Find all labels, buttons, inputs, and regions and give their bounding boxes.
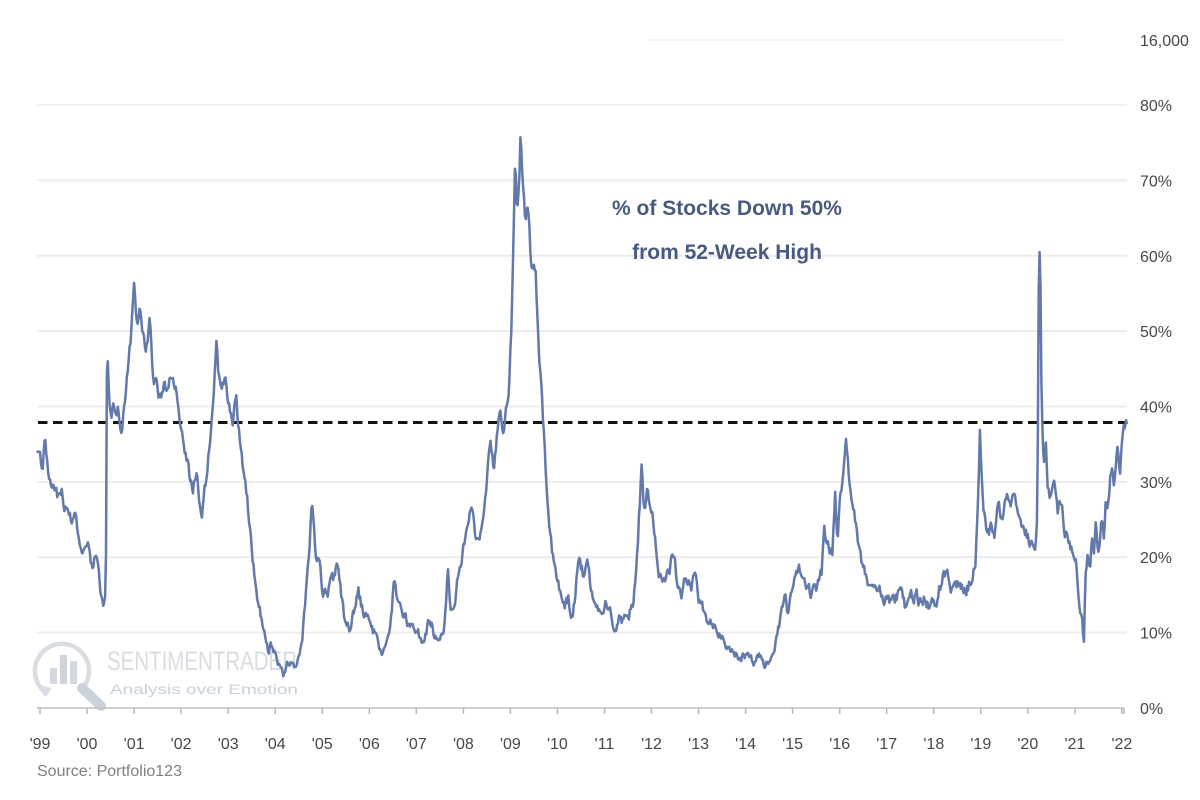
svg-text:'07: '07 [406,736,427,753]
svg-text:'19: '19 [970,736,991,753]
svg-text:'05: '05 [312,736,333,753]
svg-text:'03: '03 [218,736,239,753]
svg-text:'21: '21 [1064,736,1085,753]
svg-text:'13: '13 [688,736,709,753]
svg-text:'22: '22 [1111,736,1132,753]
svg-text:20%: 20% [1140,550,1172,567]
svg-text:'14: '14 [735,736,756,753]
svg-text:'02: '02 [171,736,192,753]
svg-text:Analysis over Emotion: Analysis over Emotion [110,682,298,697]
svg-text:50%: 50% [1140,324,1172,341]
svg-text:SENTIMENTRADER: SENTIMENTRADER [107,646,297,676]
svg-text:80%: 80% [1140,98,1172,115]
svg-text:Source: Portfolio123: Source: Portfolio123 [37,763,182,780]
svg-text:'99: '99 [30,736,51,753]
svg-text:16,000: 16,000 [1140,33,1189,50]
svg-text:'12: '12 [641,736,662,753]
svg-text:'08: '08 [453,736,474,753]
svg-text:'17: '17 [876,736,897,753]
svg-text:'18: '18 [923,736,944,753]
svg-text:'01: '01 [124,736,145,753]
svg-text:'10: '10 [547,736,568,753]
svg-text:'20: '20 [1017,736,1038,753]
svg-text:30%: 30% [1140,475,1172,492]
svg-text:'15: '15 [782,736,803,753]
svg-text:'11: '11 [595,736,615,753]
svg-text:'06: '06 [359,736,380,753]
svg-text:'00: '00 [77,736,98,753]
svg-text:0%: 0% [1140,701,1163,718]
svg-text:40%: 40% [1140,400,1172,417]
svg-text:% of Stocks Down 50%: % of Stocks Down 50% [612,197,842,220]
svg-text:'04: '04 [265,736,286,753]
svg-text:70%: 70% [1140,173,1172,190]
svg-text:from 52-Week High: from 52-Week High [632,241,822,264]
svg-text:'16: '16 [829,736,850,753]
svg-text:10%: 10% [1140,626,1172,643]
svg-text:60%: 60% [1140,249,1172,266]
svg-text:'09: '09 [500,736,521,753]
